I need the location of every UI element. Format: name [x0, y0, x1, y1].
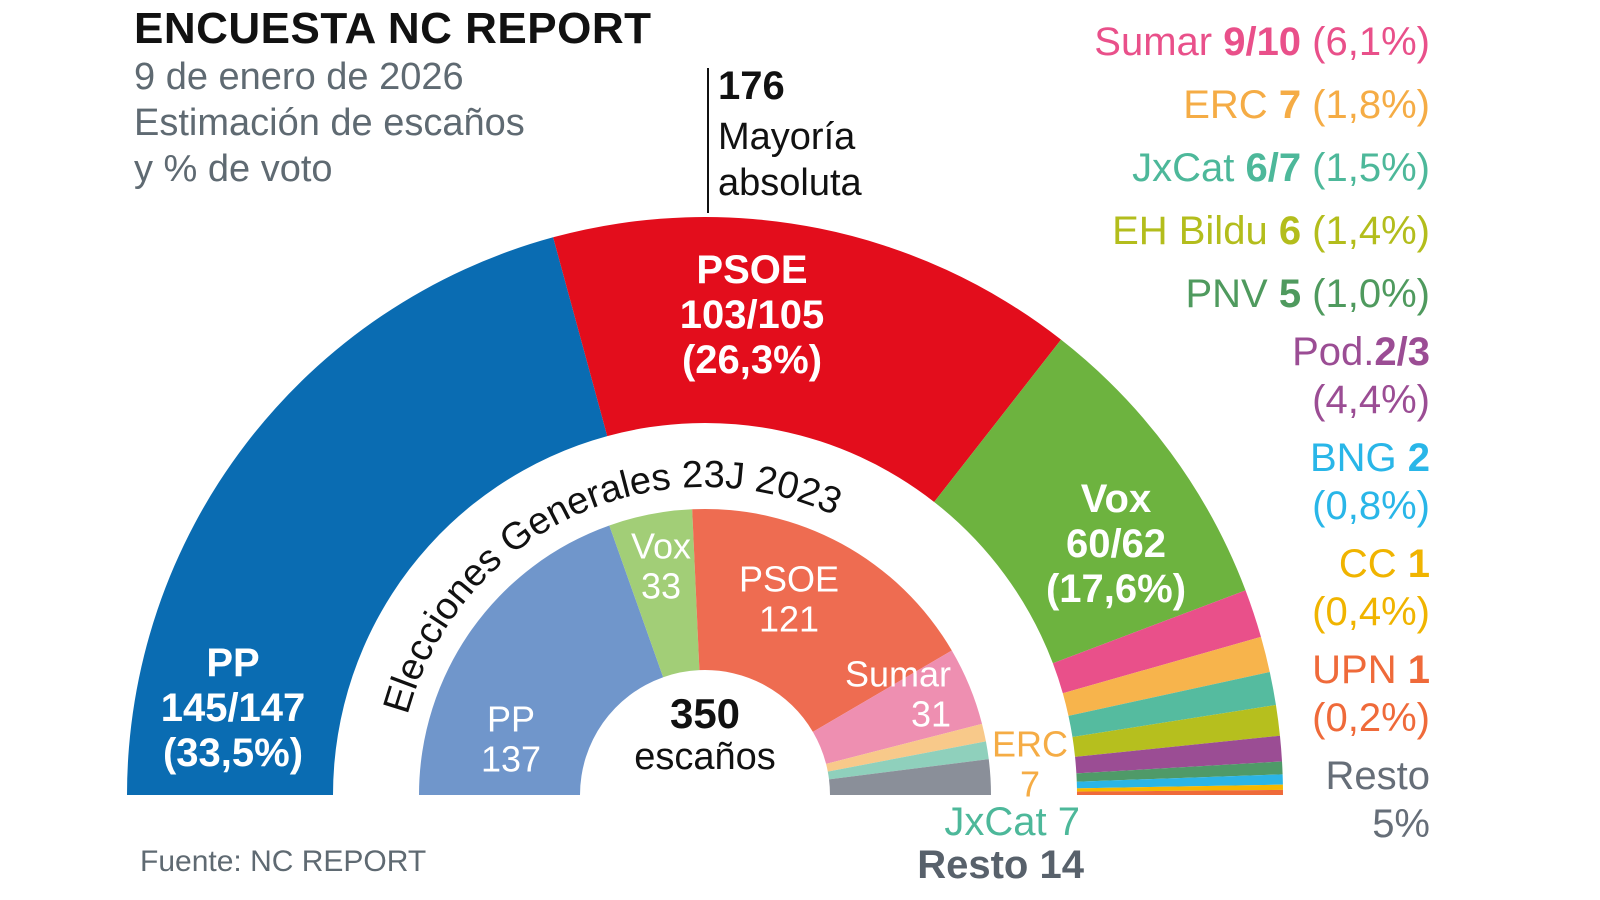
majority-label-1: Mayoría — [718, 116, 856, 158]
slice-jxcat — [1068, 671, 1276, 738]
legend-item-upn: UPN 1 — [1312, 648, 1430, 692]
legend-item-cc-vote: (0,4%) — [1312, 590, 1430, 634]
slice-vox — [609, 509, 700, 678]
label-inner-erc: ERC 7 — [991, 723, 1069, 806]
majority-label-2: absoluta — [718, 162, 862, 204]
legend-item-erc: ERC 7 (1,8%) — [1183, 83, 1430, 127]
slice-vox — [934, 339, 1246, 664]
slice-pnv — [1075, 735, 1283, 774]
label-inner-resto: Resto 14 — [917, 843, 1084, 888]
chart-title: ENCUESTA NC REPORT — [134, 4, 652, 53]
label-inner-vox: Vox 33 — [630, 525, 692, 608]
label-seats: 60/62 — [1065, 521, 1167, 566]
legend-item-pnv: PNV 5 (1,0%) — [1185, 272, 1430, 316]
legend-item-ehbildu: EH Bildu 6 (1,4%) — [1112, 209, 1430, 253]
chart-date: 9 de enero de 2026 — [134, 56, 464, 98]
label-seats: 14 — [1039, 843, 1085, 887]
majority-line — [707, 68, 709, 213]
legend-item-cc: CC 1 — [1338, 542, 1430, 586]
majority-label: Mayoría absoluta — [718, 114, 938, 206]
label-outer-pp: PP 145/147 (33,5%) — [161, 641, 306, 775]
slice-pp — [419, 525, 664, 795]
slice-resto — [829, 759, 991, 795]
label-seats: 145/147 — [160, 685, 306, 730]
label-name: PP — [206, 640, 260, 685]
slice-eh-bildu — [1072, 704, 1280, 757]
source-note: Fuente: NC REPORT — [140, 845, 427, 878]
slice-jxcat — [827, 741, 989, 780]
legend-item-jxcat: JxCat 6/7 (1,5%) — [1132, 146, 1430, 190]
label-seats: 121 — [758, 599, 820, 640]
legend-item-pod: Pod.2/3 — [1292, 330, 1430, 374]
label-inner-jxcat: JxCat 7 — [944, 800, 1080, 845]
label-name: Vox — [1080, 476, 1152, 521]
legend-item-pod-vote: (4,4%) — [1312, 378, 1430, 422]
legend-item-bng: BNG 2 — [1309, 436, 1430, 480]
label-name: Vox — [630, 525, 692, 567]
label-name: JxCat — [944, 800, 1047, 844]
label-outer-vox: Vox 60/62 (17,6%) — [1046, 477, 1186, 611]
label-seats: 103/105 — [679, 292, 825, 337]
label-name: Sumar — [844, 653, 952, 695]
legend-item-resto: Resto — [1325, 754, 1431, 798]
legend: Sumar 9/10 (6,1%) ERC 7 (1,8%) JxCat 6/7… — [1094, 22, 1430, 844]
label-vote: (33,5%) — [162, 730, 304, 775]
label-name: PP — [486, 698, 536, 740]
label-vote: (17,6%) — [1045, 566, 1187, 611]
label-seats: 137 — [480, 739, 542, 780]
label-name: ERC — [991, 723, 1069, 765]
slice-pp — [127, 237, 608, 795]
chart-subtitle-1: Estimación de escaños — [134, 102, 525, 144]
label-vote-value: 33,5% — [176, 730, 290, 775]
legend-item-upn-vote: (0,2%) — [1312, 696, 1430, 740]
slice-erc — [826, 723, 986, 772]
label-name: PSOE — [738, 558, 840, 600]
slice-psoe — [692, 509, 952, 732]
center-total-label: escaños — [634, 736, 776, 779]
label-seats: 7 — [1057, 800, 1080, 844]
slice-upn — [1076, 789, 1283, 795]
slice-erc — [1062, 636, 1270, 716]
chart-subtitle-2: y % de voto — [134, 148, 333, 190]
label-vote-value: 26,3% — [695, 337, 809, 382]
legend-item-bng-vote: (0,8%) — [1312, 484, 1430, 528]
slice-bng — [1076, 774, 1283, 789]
label-name: PSOE — [696, 247, 808, 292]
center-total: 350 escaños — [634, 690, 776, 779]
label-seats: 31 — [910, 694, 952, 735]
label-inner-sumar: Sumar 31 — [844, 653, 952, 736]
label-inner-pp: PP 137 — [480, 698, 542, 781]
majority-seats: 176 — [718, 64, 785, 108]
label-outer-psoe: PSOE 103/105 (26,3%) — [680, 248, 825, 382]
inner-ring — [419, 509, 991, 795]
slice-psoe — [553, 217, 1062, 502]
slice-sumar — [812, 650, 983, 764]
label-seats: 33 — [640, 566, 682, 607]
outer-ring — [127, 217, 1283, 795]
label-inner-psoe: PSOE 121 — [738, 558, 840, 641]
label-seats: 7 — [1019, 764, 1041, 805]
label-name: Resto — [917, 843, 1029, 887]
label-vote: (26,3%) — [681, 337, 823, 382]
label-vote-value: 17,6% — [1059, 566, 1173, 611]
slice-pod — [1076, 761, 1283, 782]
slice-sumar — [1052, 590, 1261, 694]
legend-item-resto-vote: 5% — [1372, 802, 1430, 846]
slice-cc — [1076, 784, 1283, 792]
center-total-number: 350 — [669, 690, 741, 738]
legend-item-sumar: Sumar 9/10 (6,1%) — [1094, 20, 1430, 64]
